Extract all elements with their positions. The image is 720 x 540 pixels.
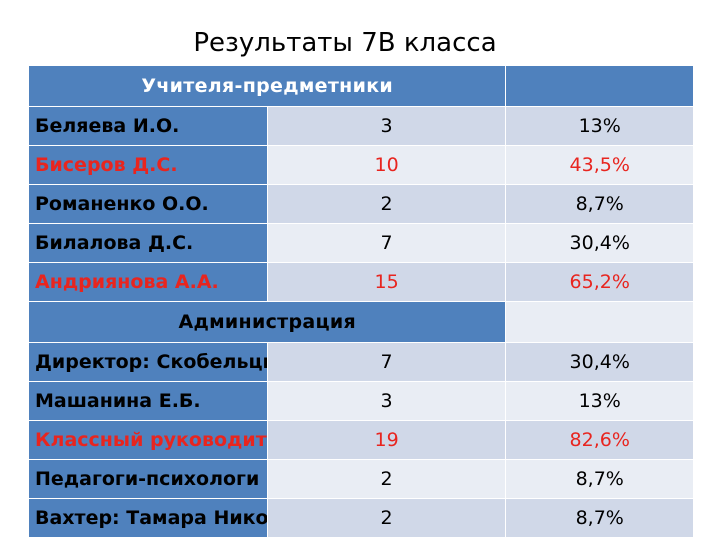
row-count: 2 (266, 459, 507, 499)
table-row: Классный руководитель 19 82,6% (28, 420, 694, 460)
row-name: Вахтер: Тамара Николаевна (28, 498, 268, 538)
row-percent: 13% (505, 381, 694, 421)
row-percent: 43,5% (505, 145, 694, 185)
page-title: Результаты 7В класса (193, 28, 497, 58)
table-row: Романенко О.О. 2 8,7% (28, 184, 694, 224)
row-name: Педагоги-психологи (28, 459, 268, 499)
section-header-teachers: Учителя-предметники (27, 65, 694, 107)
row-name: Классный руководитель (28, 420, 268, 460)
row-name: Андриянова А.А. (28, 262, 268, 302)
row-count: 7 (266, 342, 507, 382)
table-row: Вахтер: Тамара Николаевна 2 8,7% (28, 498, 694, 538)
table-row: Билалова Д.С. 7 30,4% (28, 223, 694, 263)
row-percent: 8,7% (505, 459, 694, 499)
row-percent: 8,7% (505, 184, 694, 224)
table-row: Бисеров Д.С. 10 43,5% (28, 145, 694, 185)
row-name: Беляева И.О. (28, 106, 268, 146)
row-count: 15 (266, 262, 507, 302)
row-name: Билалова Д.С. (28, 223, 268, 263)
section-header-administration: Администрация (27, 301, 694, 343)
row-count: 7 (266, 223, 507, 263)
row-count: 2 (266, 184, 507, 224)
row-percent: 82,6% (505, 420, 694, 460)
row-percent: 30,4% (505, 223, 694, 263)
row-name: Директор: Скобельцына Е.Г. (28, 342, 268, 382)
row-percent: 13% (505, 106, 694, 146)
row-count: 19 (266, 420, 507, 460)
row-percent: 65,2% (505, 262, 694, 302)
row-name: Бисеров Д.С. (28, 145, 268, 185)
table-row: Машанина Е.Б. 3 13% (28, 381, 694, 421)
table-row: Андриянова А.А. 15 65,2% (28, 262, 694, 302)
section-header-empty-cell (505, 301, 694, 343)
table-row: Беляева И.О. 3 13% (28, 106, 694, 146)
row-count: 2 (266, 498, 507, 538)
row-percent: 30,4% (505, 342, 694, 382)
row-count: 3 (266, 381, 507, 421)
section-header-empty-cell (505, 65, 694, 107)
row-name: Романенко О.О. (28, 184, 268, 224)
row-count: 10 (266, 145, 507, 185)
row-name: Машанина Е.Б. (28, 381, 268, 421)
table-row: Директор: Скобельцына Е.Г. 7 30,4% (28, 342, 694, 382)
row-count: 3 (266, 106, 507, 146)
table-row: Педагоги-психологи 2 8,7% (28, 459, 694, 499)
section-label: Учителя-предметники (27, 65, 507, 107)
results-table: Учителя-предметники Беляева И.О. 3 13% Б… (27, 65, 694, 538)
section-label: Администрация (27, 301, 507, 343)
row-percent: 8,7% (505, 498, 694, 538)
